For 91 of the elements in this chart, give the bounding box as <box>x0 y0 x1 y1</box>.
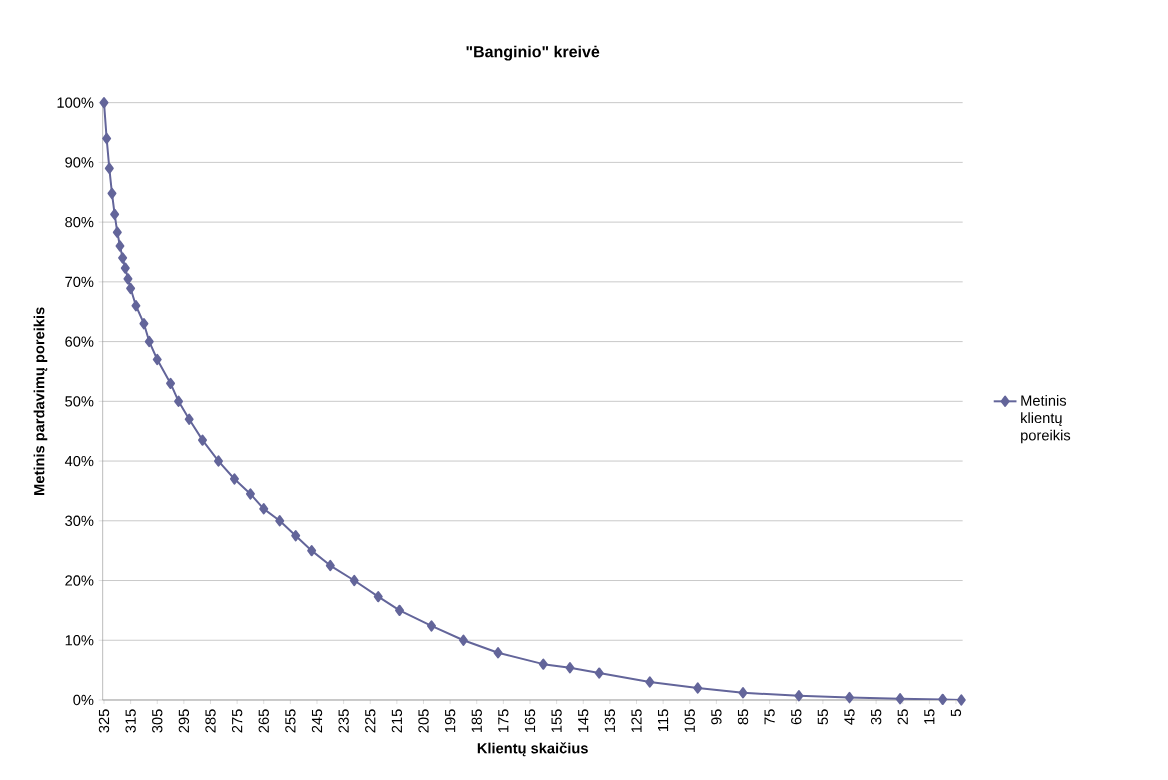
point <box>275 515 285 527</box>
x-tick-label: 325 <box>98 709 110 733</box>
x-tick-label: 95 <box>711 709 722 725</box>
x-tick-label: 305 <box>152 709 163 733</box>
x-tick-label: 105 <box>684 709 695 733</box>
point <box>104 162 114 175</box>
x-tick-label: 315 <box>125 709 136 733</box>
x-tick-label: 295 <box>178 709 190 733</box>
x-tick-label: 185 <box>471 709 482 733</box>
x-tick-label: 55 <box>817 709 828 725</box>
point <box>458 634 468 646</box>
x-tick-label: 45 <box>844 709 855 725</box>
y-tick-label: 60% <box>65 336 94 347</box>
point <box>174 395 184 407</box>
point <box>259 503 269 515</box>
point <box>565 662 575 674</box>
x-tick-label: 85 <box>737 709 749 725</box>
x-tick-label: 225 <box>365 709 376 733</box>
point <box>99 96 109 109</box>
y-axis-title: Metinis pardavimų poreikis <box>33 307 48 495</box>
point <box>213 455 223 467</box>
point <box>184 413 194 425</box>
x-tick-label: 275 <box>231 709 243 733</box>
point <box>794 690 804 702</box>
point <box>112 226 122 238</box>
x-tick-label: 5 <box>950 709 962 717</box>
x-tick-label: 175 <box>498 709 509 733</box>
point <box>245 488 255 500</box>
point <box>110 208 120 221</box>
x-tick-label: 255 <box>285 709 296 733</box>
x-tick-label: 165 <box>524 709 536 733</box>
y-tick-label: 100% <box>57 97 94 108</box>
point <box>895 693 905 705</box>
x-tick-label: 115 <box>658 709 669 731</box>
point <box>139 318 149 330</box>
y-tick-label: 0% <box>73 694 94 706</box>
point <box>956 694 966 706</box>
point <box>229 473 239 485</box>
x-tick-label: 145 <box>578 709 589 733</box>
y-tick-label: 40% <box>64 455 94 467</box>
x-tick-label: 155 <box>551 709 562 733</box>
y-tick-label: 50% <box>65 396 94 407</box>
point <box>538 658 548 670</box>
point <box>118 252 128 264</box>
point <box>738 687 748 699</box>
point <box>325 559 335 572</box>
x-tick-label: 235 <box>338 709 349 733</box>
point <box>594 667 604 679</box>
x-tick-label: 125 <box>631 709 642 733</box>
point <box>426 620 436 632</box>
point <box>693 682 703 694</box>
point <box>307 544 317 557</box>
point <box>291 530 301 542</box>
point <box>198 434 208 446</box>
y-tick-label: 30% <box>65 515 94 526</box>
point <box>645 676 655 688</box>
x-tick-label: 215 <box>391 709 403 733</box>
y-tick-label: 90% <box>65 157 94 168</box>
y-tick-label: 20% <box>65 575 94 586</box>
x-tick-label: 75 <box>764 709 775 725</box>
x-tick-label: 265 <box>258 709 269 733</box>
x-axis-title: Klientų skaičius <box>477 742 588 757</box>
y-tick-label: 80% <box>65 216 94 228</box>
point <box>123 273 133 285</box>
point <box>115 240 125 252</box>
x-tick-label: 135 <box>604 709 616 733</box>
point <box>120 262 130 274</box>
point <box>938 693 948 706</box>
x-tick-label: 35 <box>870 709 882 725</box>
point <box>107 187 117 200</box>
y-tick-label: 10% <box>65 635 94 646</box>
point <box>102 132 112 145</box>
x-tick-label: 65 <box>791 709 802 725</box>
legend-label: Metinis klientų poreikis <box>1021 395 1071 444</box>
x-tick-label: 15 <box>924 709 935 724</box>
point <box>152 353 162 366</box>
point <box>373 590 383 603</box>
x-tick-label: 205 <box>418 709 429 733</box>
point <box>395 604 405 617</box>
x-tick-label: 25 <box>897 709 908 725</box>
x-tick-label: 195 <box>444 709 456 733</box>
chart-title: "Banginio" kreivė <box>466 45 600 61</box>
x-tick-label: 285 <box>205 709 216 733</box>
point <box>349 574 359 587</box>
point <box>493 647 503 659</box>
point <box>126 282 136 295</box>
point <box>144 335 154 348</box>
y-tick-label: 70% <box>65 276 94 288</box>
point <box>166 377 176 390</box>
point <box>131 300 141 312</box>
x-tick-label: 245 <box>311 709 323 733</box>
